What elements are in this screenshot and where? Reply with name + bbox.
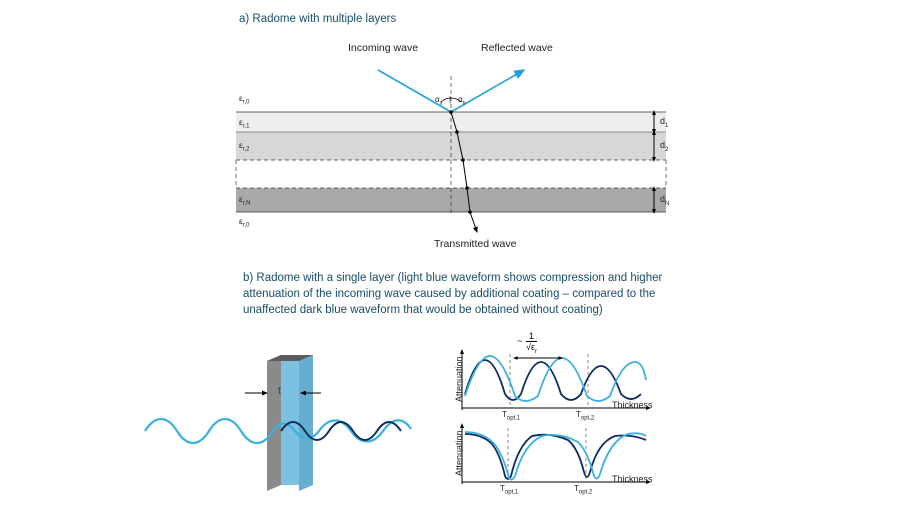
formula-num: 1 bbox=[526, 332, 537, 342]
atten-bot-topt2: Topt,2 bbox=[574, 484, 592, 496]
d1-label: d1 bbox=[660, 116, 668, 129]
multilayer-diagram: εr,0 εr,1 εr,2 εr,N εr,0 d1 d2 dN Incomi… bbox=[236, 76, 666, 226]
formula-tilde: ~ bbox=[517, 336, 522, 346]
atten-bot-xlabel: Thickness bbox=[612, 474, 653, 484]
caption-b-line2: attenuation of the incoming wave caused … bbox=[243, 288, 655, 300]
caption-b: b) Radome with a single layer (light blu… bbox=[243, 270, 662, 318]
caption-a: a) Radome with multiple layers bbox=[239, 13, 396, 25]
dN-label: dN bbox=[660, 194, 669, 207]
d2-label: d2 bbox=[660, 140, 668, 153]
eps-r2: εr,2 bbox=[239, 140, 249, 153]
formula-den: √εr bbox=[526, 342, 537, 355]
incoming-wave-label: Incoming wave bbox=[348, 42, 418, 54]
multilayer-svg bbox=[236, 66, 666, 236]
atten-bot-topt1: Topt,1 bbox=[500, 484, 518, 496]
eps-r0-bot: εr,0 bbox=[239, 216, 249, 229]
single-layer-diagram: t bbox=[145, 355, 405, 495]
alpha-b: αb bbox=[458, 95, 465, 107]
transmitted-wave-label: Transmitted wave bbox=[434, 238, 516, 250]
eps-rN: εr,N bbox=[239, 194, 250, 207]
caption-b-line3: unaffected dark blue waveform that would… bbox=[243, 304, 603, 316]
caption-b-line1: b) Radome with a single layer (light blu… bbox=[243, 272, 662, 284]
atten-top-xlabel: Thickness bbox=[612, 400, 653, 410]
eps-r0-top: εr,0 bbox=[239, 93, 249, 106]
eps-r1: εr,1 bbox=[239, 117, 249, 130]
alpha-a: αa bbox=[435, 95, 442, 107]
atten-top-topt1: Topt,1 bbox=[502, 410, 520, 422]
atten-top-ylabel: Attenuation bbox=[454, 356, 464, 402]
attenuation-plot-top: Attenuation Thickness Topt,1 Topt,2 1 √ε… bbox=[458, 350, 648, 410]
formula: 1 √εr bbox=[526, 332, 537, 355]
atten-top-topt2: Topt,2 bbox=[576, 410, 594, 422]
attenuation-plot-bottom: Attenuation Thickness Topt,1 Topt,2 bbox=[458, 424, 648, 484]
single-layer-svg bbox=[145, 355, 425, 505]
angle-sep: | bbox=[449, 95, 451, 104]
t-label: t bbox=[278, 385, 281, 397]
reflected-wave-label: Reflected wave bbox=[481, 42, 553, 54]
atten-bot-ylabel: Attenuation bbox=[454, 430, 464, 476]
